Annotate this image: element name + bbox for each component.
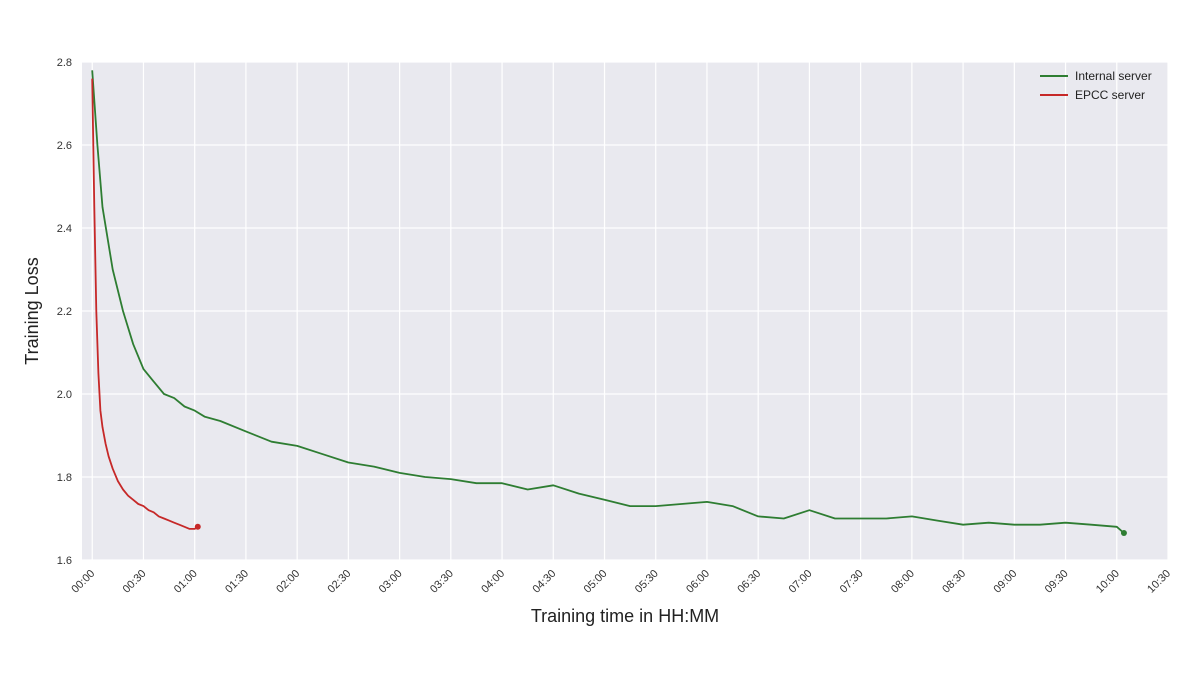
x-tick-label: 03:00 [377, 568, 405, 596]
x-tick-label: 04:30 [530, 568, 558, 596]
x-tick-label: 10:30 [1145, 568, 1173, 596]
x-tick-label: 02:30 [326, 568, 354, 596]
y-tick-label: 1.8 [57, 472, 72, 484]
legend-label-epcc-server: EPCC server [1075, 88, 1145, 102]
y-tick-label: 1.6 [57, 555, 72, 567]
grid-lines [82, 61, 1169, 561]
x-tick-label: 08:30 [940, 568, 968, 596]
series-line-epcc-server [91, 78, 199, 530]
series-lines [91, 70, 1127, 537]
x-tick-label: 07:00 [787, 568, 815, 596]
x-axis-title: Training time in HH:MM [531, 606, 719, 626]
x-tick-label: 09:00 [991, 568, 1019, 596]
x-tick-labels: 00:00 00:30 01:00 01:30 02:00 02:30 03:00 03:30… [69, 568, 1173, 596]
x-tick-label: 00:30 [121, 568, 149, 596]
x-tick-label: 00:00 [69, 568, 97, 596]
x-tick-label: 08:00 [889, 568, 917, 596]
x-tick-label: 03:30 [428, 568, 456, 596]
y-tick-label: 2.8 [57, 57, 72, 69]
series-end-point [194, 523, 201, 530]
x-tick-label: 01:00 [172, 568, 200, 596]
x-tick-label: 10:00 [1094, 568, 1122, 596]
legend-label-internal-server: Internal server [1075, 69, 1152, 83]
legend: Internal server EPCC server [1040, 69, 1152, 102]
y-tick-label: 2.6 [57, 140, 72, 152]
y-tick-label: 2.4 [57, 223, 72, 235]
x-tick-label: 05:30 [633, 568, 661, 596]
y-tick-labels: 1.6 1.8 2.0 2.2 2.4 2.6 2.8 [57, 57, 72, 567]
series-line-internal-server [91, 70, 1125, 534]
x-tick-label: 06:00 [684, 568, 712, 596]
series-end-point [1120, 530, 1127, 537]
y-axis-title: Training Loss [22, 257, 42, 364]
x-tick-label: 09:30 [1043, 568, 1071, 596]
x-tick-label: 05:00 [582, 568, 610, 596]
y-tick-label: 2.2 [57, 306, 72, 318]
y-tick-label: 2.0 [57, 389, 72, 401]
x-tick-label: 01:30 [223, 568, 251, 596]
x-tick-label: 07:30 [838, 568, 866, 596]
x-tick-label: 02:00 [274, 568, 302, 596]
x-tick-label: 04:00 [479, 568, 507, 596]
x-tick-label: 06:30 [735, 568, 763, 596]
